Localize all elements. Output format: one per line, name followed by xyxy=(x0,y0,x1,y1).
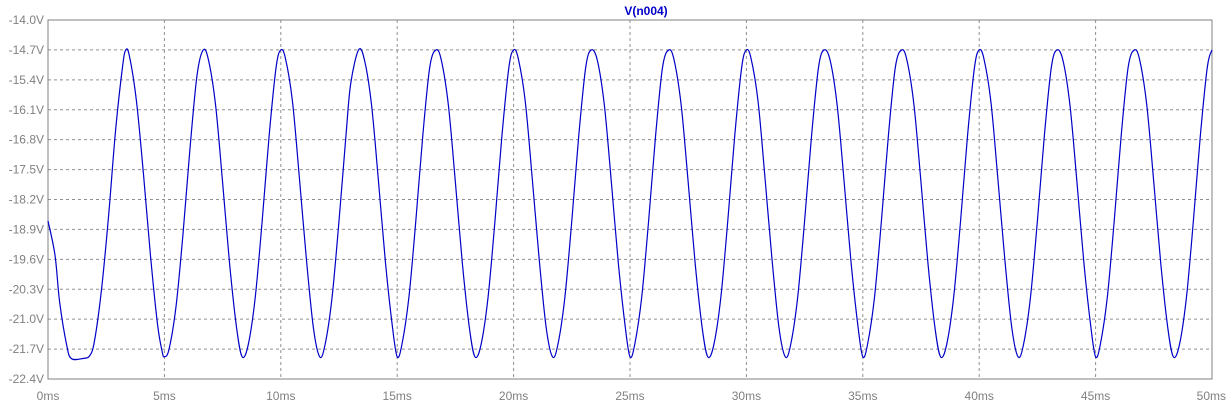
y-tick-label: -16.1V xyxy=(9,103,44,117)
y-tick-label: -21.0V xyxy=(9,312,44,326)
x-tick-label: 25ms xyxy=(615,389,644,403)
x-tick-label: 35ms xyxy=(848,389,877,403)
x-tick-label: 40ms xyxy=(965,389,994,403)
x-tick-label: 10ms xyxy=(266,389,295,403)
y-tick-label: -17.5V xyxy=(9,163,44,177)
y-tick-label: -18.9V xyxy=(9,222,44,236)
x-tick-label: 50ms xyxy=(1197,389,1226,403)
y-tick-label: -21.7V xyxy=(9,342,44,356)
x-tick-label: 45ms xyxy=(1081,389,1110,403)
x-tick-label: 20ms xyxy=(499,389,528,403)
y-tick-label: -15.4V xyxy=(9,73,44,87)
x-tick-label: 0ms xyxy=(37,389,60,403)
plot-frame xyxy=(47,19,1213,380)
y-tick-label: -18.2V xyxy=(9,193,44,207)
y-tick-label: -14.7V xyxy=(9,43,44,57)
y-tick-label: -19.6V xyxy=(9,252,44,266)
x-axis-tick-labels: 0ms 5ms 10ms 15ms 20ms 25ms 30ms 35ms 40ms 45ms 50… xyxy=(37,389,1226,403)
x-tick-label: 15ms xyxy=(383,389,412,403)
y-tick-label: -16.8V xyxy=(9,133,44,147)
y-tick-label: -20.3V xyxy=(9,282,44,296)
y-axis-tick-labels: -14.0V -14.7V -15.4V -16.1V -16.8V -17.5V -18.… xyxy=(9,13,44,386)
y-tick-label: -14.0V xyxy=(9,13,44,27)
x-tick-label: 5ms xyxy=(153,389,176,403)
x-tick-label: 30ms xyxy=(732,389,761,403)
y-tick-label: -22.4V xyxy=(9,372,44,386)
grid-layer xyxy=(48,20,1212,379)
series-line-0[interactable] xyxy=(47,48,1213,361)
trace-title-label[interactable]: V(n004) xyxy=(624,4,667,18)
trace-layer xyxy=(47,48,1213,361)
